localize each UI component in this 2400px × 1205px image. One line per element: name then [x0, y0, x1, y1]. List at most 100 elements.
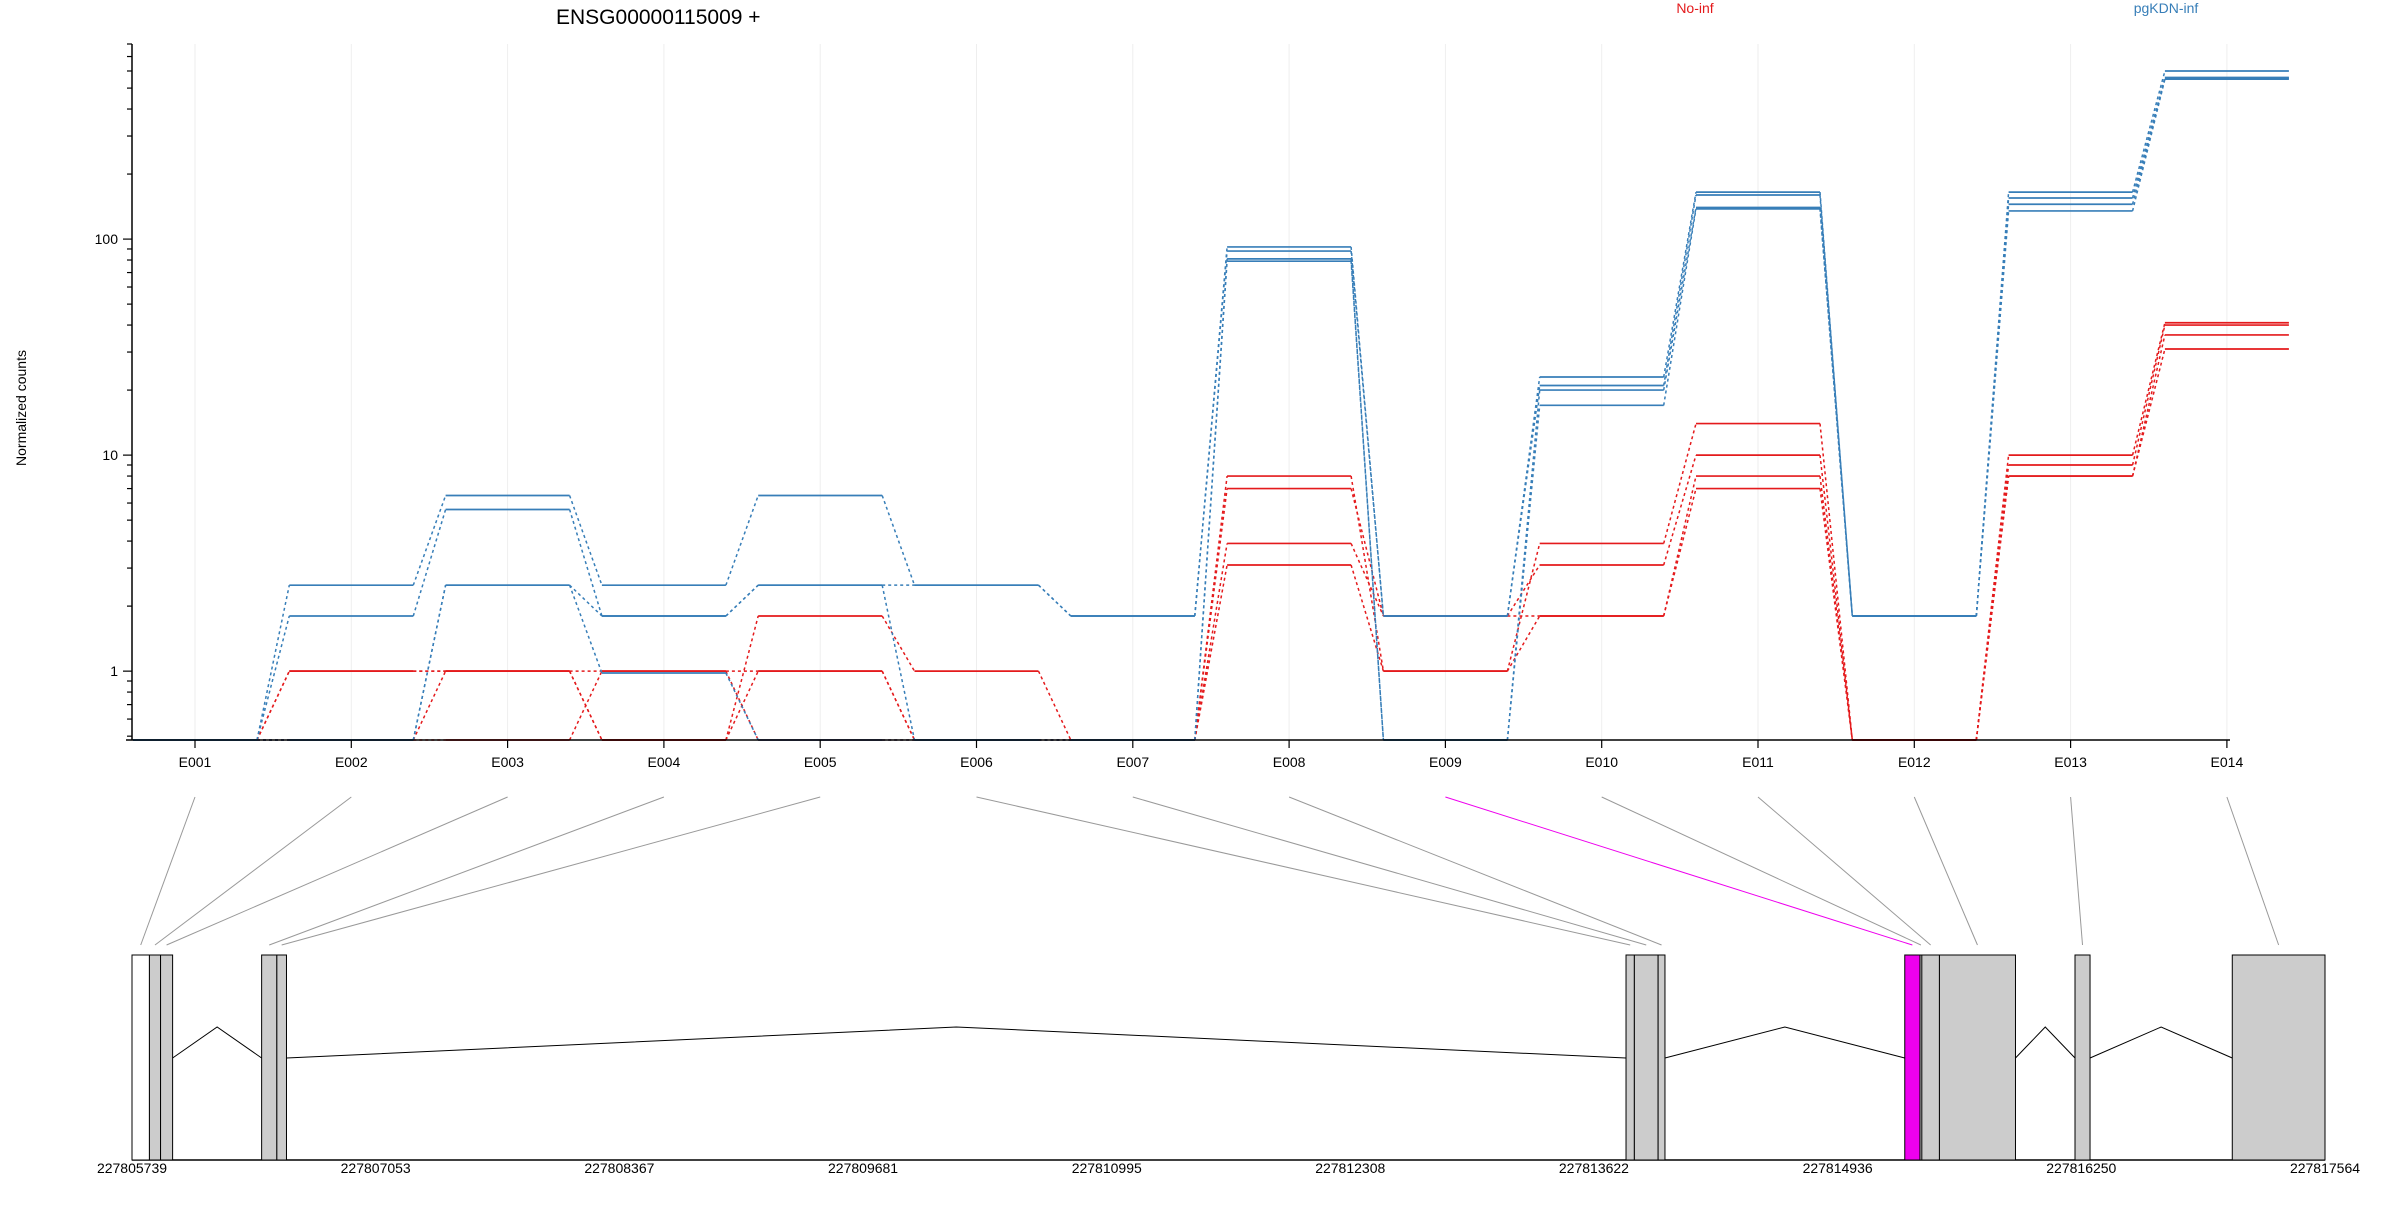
series-8-link-9 — [1506, 405, 1541, 741]
series-3-link-8 — [1350, 543, 1385, 617]
coordinate-label: 227807053 — [341, 1160, 411, 1176]
connector-e006 — [976, 796, 1631, 946]
x-tick-label-e008: E008 — [1273, 754, 1306, 770]
exon-e012 — [1938, 954, 2016, 1161]
x-tick-label-e012: E012 — [1898, 754, 1931, 770]
series-8-link-11 — [1819, 208, 1854, 617]
series-6-link-3 — [568, 509, 603, 617]
series-8-link-2 — [412, 585, 447, 741]
exon-e003 — [160, 954, 174, 1161]
series-4-link-3 — [568, 670, 603, 741]
series-8-link-4 — [725, 672, 759, 741]
coordinate-label: 227813622 — [1559, 1160, 1629, 1176]
series-1-link-5 — [881, 615, 916, 672]
exon-e002 — [148, 954, 162, 1161]
x-tick-label-e005: E005 — [804, 754, 837, 770]
series-4 — [133, 348, 2289, 741]
gridlines — [194, 44, 2228, 740]
series-8-link-7 — [1194, 261, 1228, 741]
series-2-link-1 — [256, 670, 290, 741]
series-1-link-11 — [1819, 423, 1854, 741]
y-tick-label: 10 — [102, 447, 118, 463]
coordinate-label: 227805739 — [97, 1160, 167, 1176]
y-tick-label: 1 — [110, 663, 118, 679]
series-1-link-6 — [1037, 670, 1072, 741]
x-tick-label-e013: E013 — [2054, 754, 2087, 770]
series-2-link-9 — [1506, 564, 1541, 617]
series-7 — [133, 77, 2289, 741]
series-3-link-2 — [412, 670, 447, 741]
x-tick-label-e011: E011 — [1742, 754, 1774, 770]
series-4-link-8 — [1350, 564, 1385, 672]
coordinate-label: 227817564 — [2290, 1160, 2360, 1176]
connector-e005 — [281, 796, 821, 946]
x-tick-label-e003: E003 — [491, 754, 524, 770]
series-8-link-12 — [1975, 210, 2010, 617]
series-2-link-13 — [2131, 324, 2166, 466]
exon-e009 — [1904, 954, 1921, 1161]
chart-title: ENSG00000115009 + — [556, 6, 761, 29]
series-5-link-5 — [881, 495, 916, 586]
series-6-link-6 — [1037, 584, 1072, 617]
x-tick-label-e010: E010 — [1585, 754, 1618, 770]
coordinate-label: 227808367 — [584, 1160, 654, 1176]
series-lines — [133, 70, 2289, 741]
intron-5 — [2089, 1026, 2233, 1059]
series-7-link-4 — [725, 584, 759, 617]
series-7-link-10 — [1662, 207, 1697, 391]
labels: ENSG00000115009 + No-inf pgKDN-inf Norma… — [13, 0, 2198, 466]
series-4-link-11 — [1819, 488, 1854, 741]
series-6-link-9 — [1506, 385, 1541, 617]
connector-e003 — [166, 796, 508, 946]
x-tick-label-e007: E007 — [1116, 754, 1149, 770]
series-5-link-4 — [725, 495, 759, 586]
series-5-link-10 — [1662, 191, 1697, 378]
series-6-link-8 — [1350, 251, 1385, 617]
series-7-link-3 — [569, 584, 603, 617]
connector-e014 — [2226, 796, 2280, 946]
coordinate-label: 227816250 — [2046, 1160, 2116, 1176]
intron-1 — [172, 1026, 262, 1059]
connector-e007 — [1132, 796, 1647, 946]
exon-e004 — [261, 954, 278, 1161]
intron-4 — [2015, 1026, 2076, 1059]
series-6 — [133, 76, 2289, 741]
series-8-link-3 — [568, 584, 603, 674]
exon-e014 — [2231, 954, 2326, 1161]
coordinate-label: 227810995 — [1072, 1160, 1142, 1176]
exon-e006 — [1625, 954, 1635, 1161]
series-5-link-13 — [2131, 70, 2166, 193]
series-6-link-1 — [256, 615, 291, 741]
series-3-link-13 — [2131, 334, 2166, 477]
gene-model: 227805739 227807053 227808367 227809681 2278… — [97, 954, 2360, 1176]
series-5-link-8 — [1350, 246, 1385, 617]
legend-no-inf: No-inf — [1676, 0, 1713, 16]
exon-e005 — [276, 954, 287, 1161]
connector-e009 — [1445, 796, 1913, 946]
series-2-link-7 — [1194, 488, 1228, 741]
series-5-link-2 — [412, 495, 447, 586]
x-tick-label-e009: E009 — [1429, 754, 1462, 770]
series-8-link-8 — [1350, 261, 1385, 741]
connector-e004 — [269, 796, 665, 946]
series-1 — [133, 321, 2289, 741]
series-4-link-7 — [1194, 564, 1228, 741]
series-7-link-8 — [1350, 258, 1385, 741]
series-2 — [133, 324, 2289, 741]
x-tick-label-e004: E004 — [648, 754, 681, 770]
exon-e013 — [2074, 954, 2091, 1161]
series-3 — [133, 334, 2289, 741]
series-8-link-10 — [1662, 208, 1697, 406]
connector-e008 — [1288, 796, 1662, 946]
connector-e002 — [154, 796, 352, 946]
series-1-link-10 — [1662, 423, 1697, 544]
series-2-link-10 — [1662, 454, 1697, 566]
x-tick-label-e001: E001 — [179, 754, 212, 770]
connector-e010 — [1601, 796, 1922, 946]
series-1-link-9 — [1506, 543, 1541, 672]
exon-e011 — [1921, 954, 1940, 1161]
y-tick-label: 100 — [95, 231, 119, 247]
series-1-link-7 — [1194, 475, 1228, 741]
exon-e008 — [1657, 954, 1666, 1161]
